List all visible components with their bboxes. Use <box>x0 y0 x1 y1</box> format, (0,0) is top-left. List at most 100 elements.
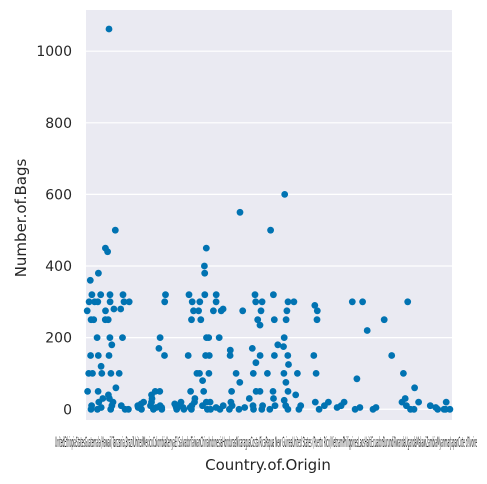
data-point <box>112 384 120 392</box>
data-point <box>312 370 320 377</box>
data-point <box>252 359 260 367</box>
data-point <box>442 398 450 406</box>
data-point <box>161 352 168 359</box>
data-point <box>297 402 305 410</box>
data-point <box>140 398 148 406</box>
data-point <box>177 398 185 406</box>
data-point <box>94 298 102 306</box>
data-point <box>290 298 298 306</box>
data-point <box>191 395 199 402</box>
data-point <box>281 191 289 198</box>
data-point <box>115 370 123 377</box>
data-point <box>254 316 262 324</box>
data-point <box>411 384 418 392</box>
data-point <box>235 405 243 413</box>
data-point <box>94 352 102 359</box>
data-point <box>108 341 116 349</box>
data-point <box>315 405 323 413</box>
data-point <box>401 395 409 402</box>
data-point <box>156 402 164 410</box>
data-points <box>83 25 454 413</box>
data-point <box>89 370 96 377</box>
data-point <box>294 370 301 377</box>
plot-background <box>86 10 452 420</box>
data-point <box>236 379 244 386</box>
data-point <box>97 291 105 299</box>
data-point <box>400 370 407 377</box>
data-point <box>372 404 380 411</box>
data-point <box>207 405 215 413</box>
data-point <box>155 345 163 352</box>
data-point <box>120 298 128 306</box>
data-point <box>93 334 101 341</box>
data-point <box>256 321 264 329</box>
data-point <box>280 334 288 341</box>
data-point <box>251 291 259 299</box>
data-point <box>415 398 422 406</box>
data-point <box>356 404 364 411</box>
data-point <box>236 208 244 216</box>
data-point <box>282 316 290 324</box>
data-point <box>284 388 292 395</box>
data-point <box>241 404 249 411</box>
data-point <box>196 298 204 306</box>
data-point <box>380 316 388 324</box>
y-tick-label: 1000 <box>36 44 72 60</box>
data-point <box>280 370 288 377</box>
data-point <box>284 298 292 306</box>
data-point <box>340 398 348 406</box>
data-point <box>359 298 366 306</box>
data-point <box>232 370 240 377</box>
data-point <box>210 307 217 315</box>
data-point <box>249 370 257 377</box>
x-tick-labels-overlapping: UnitedEthiopiaStatesGuatemala(Hawaii)Tan… <box>55 435 477 451</box>
data-point <box>90 316 98 324</box>
data-point <box>271 352 278 359</box>
data-point <box>228 388 236 395</box>
data-point <box>348 298 356 306</box>
data-point <box>311 302 319 309</box>
data-point <box>110 305 118 313</box>
data-point <box>105 25 113 33</box>
data-point <box>404 298 412 306</box>
data-point <box>205 370 213 377</box>
data-point <box>99 395 107 402</box>
data-point <box>202 244 210 252</box>
data-point <box>248 345 256 352</box>
data-point <box>388 352 396 359</box>
data-point <box>196 370 203 377</box>
data-point <box>85 298 93 306</box>
data-point <box>271 402 279 410</box>
data-point <box>188 298 196 306</box>
data-point <box>185 291 193 299</box>
data-point <box>280 396 288 404</box>
gridlines <box>86 50 452 410</box>
data-point <box>117 402 125 410</box>
data-point <box>97 362 105 370</box>
data-point <box>363 327 371 334</box>
data-point <box>310 352 318 359</box>
data-point <box>282 402 290 410</box>
data-point <box>292 391 300 399</box>
data-point <box>102 307 109 315</box>
data-point <box>188 316 195 324</box>
data-point <box>205 352 213 359</box>
data-point <box>245 395 253 402</box>
data-point <box>313 307 321 315</box>
data-point <box>442 405 449 413</box>
data-point <box>201 291 209 299</box>
data-point <box>87 352 94 359</box>
data-point <box>200 388 208 395</box>
data-point <box>215 334 223 341</box>
data-point <box>219 305 227 313</box>
data-point <box>258 298 266 306</box>
data-point <box>212 298 220 306</box>
x-axis-label: Country.of.Origin <box>205 456 331 474</box>
data-point <box>274 341 282 349</box>
data-point <box>88 291 96 299</box>
data-point <box>107 370 115 377</box>
data-point <box>410 405 418 413</box>
data-point <box>252 298 260 306</box>
data-point <box>88 402 95 410</box>
